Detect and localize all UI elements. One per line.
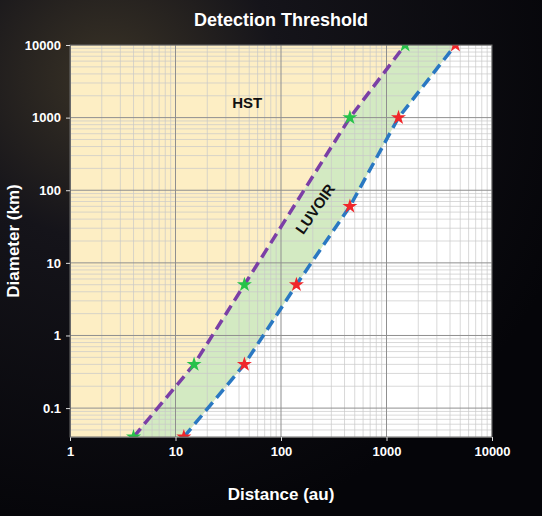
y-grid-line bbox=[70, 262, 492, 263]
marker bbox=[176, 429, 191, 437]
marker bbox=[342, 110, 357, 124]
x-axis: 1 10 100 1000 10000 bbox=[67, 437, 511, 459]
x-tick-label: 1 bbox=[67, 444, 74, 459]
x-tick-label: 10000 bbox=[474, 444, 510, 459]
y-tick: 10000 bbox=[25, 38, 70, 53]
marker bbox=[237, 356, 252, 370]
y-tick-label: 10000 bbox=[25, 38, 61, 53]
plot-background bbox=[70, 45, 492, 437]
x-grid-line bbox=[386, 45, 387, 437]
x-grid-line bbox=[281, 45, 282, 437]
x-grid-line bbox=[70, 45, 71, 437]
y-tick-mark bbox=[66, 335, 70, 336]
marker bbox=[187, 356, 202, 370]
marker bbox=[448, 45, 463, 51]
y-axis: 0.1 1 10 100 1000 10000 bbox=[25, 38, 71, 438]
series-line bbox=[184, 45, 456, 437]
x-tick-mark bbox=[176, 437, 177, 441]
marker bbox=[398, 45, 413, 51]
x-tick-mark bbox=[70, 437, 71, 441]
x-tick-mark bbox=[387, 437, 388, 441]
annotation: LUVOIR bbox=[292, 181, 338, 237]
plot-area bbox=[70, 45, 492, 437]
annotation: HST bbox=[232, 94, 262, 111]
y-tick-label: 10 bbox=[47, 256, 61, 271]
y-tick: 10 bbox=[47, 256, 70, 271]
x-tick-mark bbox=[281, 437, 282, 441]
background bbox=[0, 0, 542, 516]
y-tick-mark bbox=[66, 263, 70, 264]
x-tick-mark bbox=[492, 437, 493, 441]
y-axis-title: Diameter (km) bbox=[4, 184, 23, 297]
y-tick: 1000 bbox=[32, 110, 70, 125]
x-tick-label: 10 bbox=[169, 444, 183, 459]
y-grid-line bbox=[70, 117, 492, 118]
x-tick: 1000 bbox=[373, 437, 402, 459]
marker bbox=[289, 277, 304, 291]
y-tick-mark bbox=[66, 190, 70, 191]
x-grid-line bbox=[175, 45, 176, 437]
x-tick-label: 1000 bbox=[373, 444, 402, 459]
y-tick-label: 100 bbox=[39, 183, 61, 198]
y-grid-line bbox=[70, 335, 492, 336]
chart-title: Detection Threshold bbox=[194, 10, 368, 30]
series-line bbox=[134, 45, 406, 437]
y-tick-label: 0.1 bbox=[43, 401, 61, 416]
x-axis-title: Distance (au) bbox=[228, 485, 335, 504]
marker bbox=[126, 429, 141, 437]
y-tick-mark bbox=[66, 45, 70, 46]
x-tick: 100 bbox=[271, 437, 293, 459]
y-tick: 1 bbox=[54, 328, 70, 343]
y-grid-line bbox=[70, 408, 492, 409]
x-tick: 10 bbox=[169, 437, 183, 459]
major-grid bbox=[70, 45, 492, 437]
y-tick: 100 bbox=[39, 183, 70, 198]
y-tick-mark bbox=[66, 408, 70, 409]
y-tick-label: 1 bbox=[54, 328, 61, 343]
marker bbox=[391, 110, 406, 124]
y-tick: 0.1 bbox=[43, 401, 70, 416]
x-tick-label: 100 bbox=[271, 444, 293, 459]
y-axis-line bbox=[70, 46, 71, 438]
y-grid-line bbox=[70, 190, 492, 191]
y-tick-mark bbox=[66, 118, 70, 119]
marker bbox=[237, 277, 252, 291]
marker bbox=[342, 198, 357, 212]
y-tick-label: 1000 bbox=[32, 110, 61, 125]
x-tick: 1 bbox=[67, 437, 74, 459]
plot-frame bbox=[70, 45, 492, 437]
minor-grid bbox=[70, 45, 492, 437]
x-tick: 10000 bbox=[474, 437, 510, 459]
chart: 1 10 100 1000 10000 0.1 1 10 100 1000 10000 Detecti… bbox=[0, 0, 542, 516]
